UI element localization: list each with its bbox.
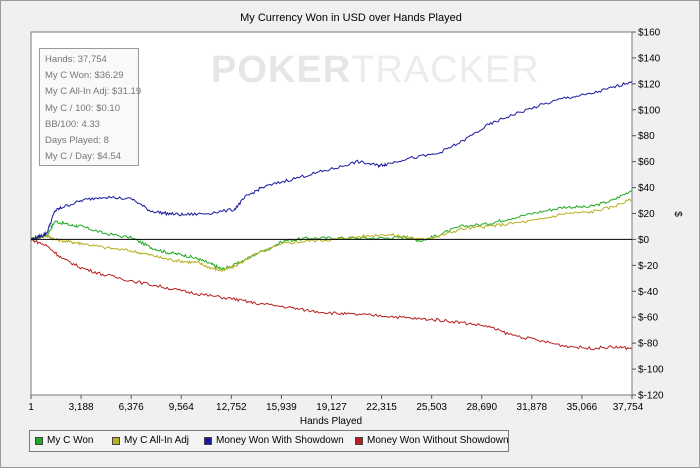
y-tick-label: $20 (638, 209, 655, 220)
x-tick-label: 3,188 (69, 402, 94, 413)
series-line-2 (30, 80, 633, 241)
series-line-1 (30, 198, 633, 272)
x-axis: 1 3,188 6,376 9,564 12,752 15,939 19,127 22,315… (28, 395, 644, 413)
y-tick-label: $-80 (638, 339, 658, 350)
y-tick-label: $160 (638, 28, 661, 39)
stat-per-100: My C / 100: $0.10 (45, 102, 120, 114)
y-tick-label: $-120 (638, 391, 664, 402)
stat-days-played: Days Played: 8 (45, 135, 109, 147)
y-tick-label: $140 (638, 53, 661, 64)
legend-item-with-showdown[interactable]: Money Won With Showdown (204, 435, 344, 446)
legend-swatch-green (35, 436, 43, 445)
series-line-3 (30, 238, 633, 351)
y-tick-label: $80 (638, 131, 655, 142)
y-tick-label: $-40 (638, 287, 658, 298)
legend-item-my-c-allin-adj[interactable]: My C All-In Adj (112, 435, 189, 446)
x-tick-label: 19,127 (316, 402, 347, 413)
legend-label: My C Won (47, 435, 94, 446)
stat-allin-adj: My C All-In Adj: $31.19 (45, 86, 142, 98)
legend-label: My C All-In Adj (124, 435, 190, 446)
stat-bb-per-100: BB/100: 4.33 (45, 118, 100, 130)
y-axis-title: $ (672, 211, 683, 217)
x-tick-label: 31,878 (517, 402, 548, 413)
legend-swatch-red (355, 436, 363, 445)
legend-item-my-c-won[interactable]: My C Won (35, 435, 94, 446)
y-tick-label: $0 (638, 235, 650, 246)
y-tick-label: $-100 (638, 365, 664, 376)
y-tick-label: $60 (638, 157, 655, 168)
x-tick-label: 9,564 (169, 402, 194, 413)
watermark-light: TRACKER (351, 49, 540, 91)
legend-swatch-olive (112, 436, 120, 445)
stat-won: My C Won: $36.29 (45, 70, 124, 82)
x-axis-title: Hands Played (300, 416, 362, 427)
y-tick-label: $100 (638, 105, 661, 116)
stat-per-day: My C / Day: $4.54 (45, 151, 122, 163)
legend: My C Won My C All-In Adj Money Won With … (29, 430, 509, 452)
x-tick-label: 6,376 (119, 402, 144, 413)
y-tick-label: $40 (638, 183, 655, 194)
stats-box: Hands: 37,754 My C Won: $36.29 My C All-… (39, 48, 142, 166)
x-tick-label: 15,939 (266, 402, 297, 413)
x-tick-label: 35,066 (567, 402, 598, 413)
y-tick-label: $120 (638, 79, 661, 90)
y-tick-label: $-60 (638, 313, 658, 324)
stat-hands: Hands: 37,754 (45, 54, 107, 65)
x-tick-label: 28,690 (466, 402, 497, 413)
series-line-0 (30, 189, 633, 272)
legend-label: Money Won With Showdown (216, 435, 344, 446)
legend-item-without-showdown[interactable]: Money Won Without Showdown (355, 435, 509, 446)
y-axis: $160 $140 $120 $100 $80 $60 $40 $20 $0 $-20 $-40 $-… (632, 28, 664, 402)
x-tick-label: 22,315 (366, 402, 397, 413)
watermark-bold: POKER (211, 49, 352, 91)
y-tick-label: $-20 (638, 261, 658, 272)
x-tick-label: 25,503 (416, 402, 447, 413)
pokertracker-watermark: POKERTRACKER (211, 49, 540, 92)
x-tick-label: 1 (28, 402, 34, 413)
series-layer (30, 80, 633, 351)
chart-title: My Currency Won in USD over Hands Played (240, 12, 462, 24)
legend-swatch-blue (204, 436, 212, 445)
x-tick-label: 37,754 (613, 402, 644, 413)
legend-label: Money Won Without Showdown (367, 435, 509, 446)
x-tick-label: 12,752 (216, 402, 247, 413)
